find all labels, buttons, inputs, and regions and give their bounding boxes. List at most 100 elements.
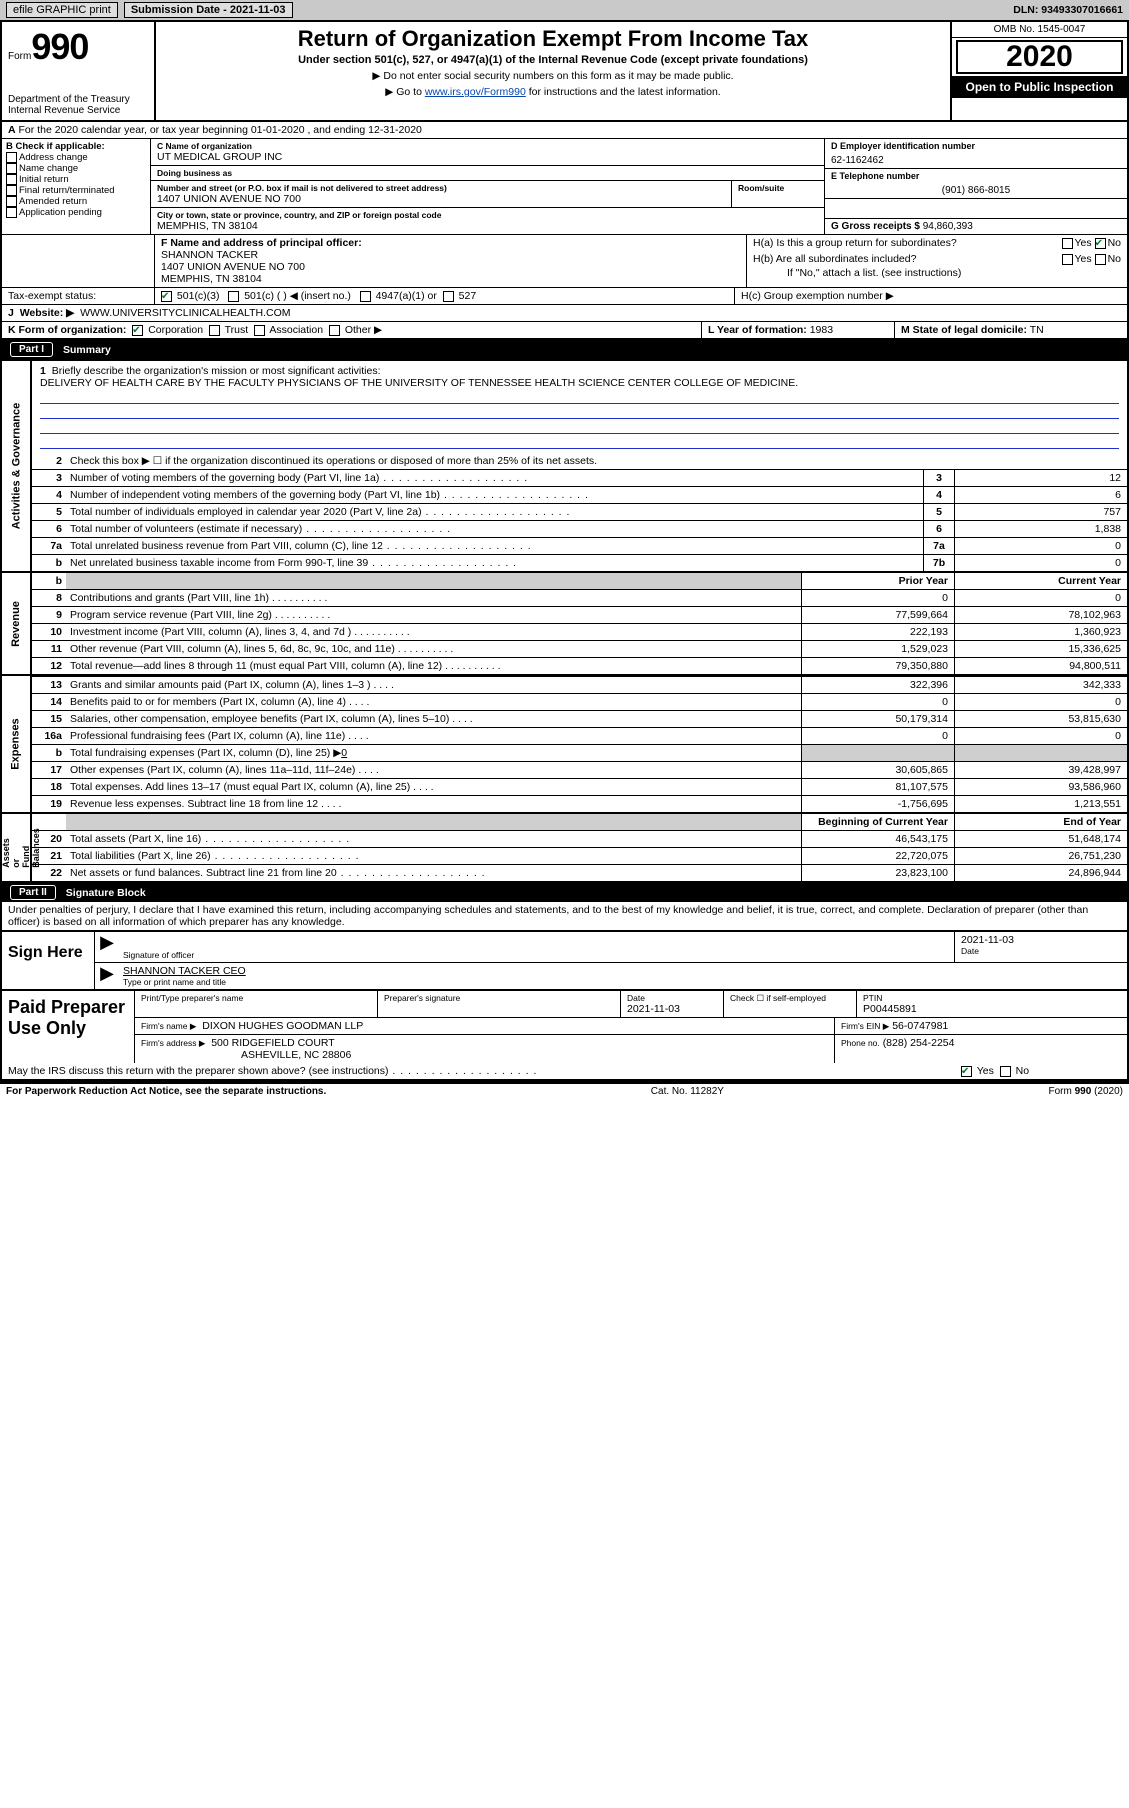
irs-discuss-no[interactable]	[1000, 1066, 1011, 1077]
h-a-no[interactable]	[1095, 238, 1106, 249]
header-middle: Return of Organization Exempt From Incom…	[156, 22, 950, 120]
h-b-note: If "No," attach a list. (see instruction…	[747, 267, 1127, 281]
side-net-assets: Net Assets or Fund Balances	[2, 814, 32, 881]
sig-date: 2021-11-03	[961, 934, 1121, 946]
table-row: 9Program service revenue (Part VIII, lin…	[32, 606, 1127, 623]
dba-label: Doing business as	[157, 168, 818, 178]
firm-ein: 56-0747981	[892, 1020, 948, 1032]
firm-addr1: 500 RIDGEFIELD COURT	[211, 1037, 335, 1049]
sig-date-label: Date	[961, 946, 1121, 956]
efile-topbar: efile GRAPHIC print Submission Date - 20…	[0, 0, 1129, 22]
h-a-label: H(a) Is this a group return for subordin…	[753, 237, 957, 249]
footer-right: Form 990 (2020)	[1049, 1086, 1123, 1097]
table-row: 21Total liabilities (Part X, line 26)22,…	[32, 847, 1127, 864]
table-row: bNet unrelated business taxable income f…	[32, 554, 1127, 571]
form-subtitle: Under section 501(c), 527, or 4947(a)(1)…	[164, 54, 942, 66]
chk-name-change[interactable]	[6, 163, 17, 174]
part-i-title: Summary	[63, 344, 111, 356]
form-number: 990	[31, 26, 88, 67]
sign-here-block: Sign Here ▶ Signature of officer 2021-11…	[2, 932, 1127, 989]
footer-left: For Paperwork Reduction Act Notice, see …	[6, 1086, 326, 1097]
tax-exempt-opts: 501(c)(3) 501(c) ( ) ◀ (insert no.) 4947…	[155, 288, 735, 304]
header-left: Form990 Department of the Treasury Inter…	[2, 22, 156, 120]
box-f: F Name and address of principal officer:…	[155, 235, 747, 287]
h-a-yes[interactable]	[1062, 238, 1073, 249]
firm-phone: (828) 254-2254	[883, 1037, 955, 1049]
table-row: 20Total assets (Part X, line 16)46,543,1…	[32, 830, 1127, 847]
perjury-statement: Under penalties of perjury, I declare th…	[2, 902, 1127, 932]
col-c: C Name of organization UT MEDICAL GROUP …	[151, 139, 824, 234]
sig-officer-label: Signature of officer	[123, 950, 950, 960]
chk-address-change[interactable]	[6, 152, 17, 163]
irs-discuss-yes[interactable]	[961, 1066, 972, 1077]
dln-label: DLN: 93493307016661	[1013, 4, 1123, 16]
chk-corp[interactable]	[132, 325, 143, 336]
h-b-no[interactable]	[1095, 254, 1106, 265]
efile-print-button[interactable]: efile GRAPHIC print	[6, 2, 118, 18]
row-tax-exempt: Tax-exempt status: 501(c)(3) 501(c) ( ) …	[2, 288, 1127, 305]
paid-preparer-label: Paid Preparer Use Only	[2, 991, 135, 1063]
officer-name-label: Type or print name and title	[123, 977, 1123, 987]
box-l: L Year of formation: 1983	[702, 322, 895, 338]
box-k: K Form of organization: Corporation Trus…	[2, 322, 702, 338]
chk-4947[interactable]	[360, 291, 371, 302]
section-net-assets: Net Assets or Fund Balances Beginning of…	[2, 812, 1127, 883]
sign-arrow-icon-2: ▶	[95, 963, 119, 989]
street-value: 1407 UNION AVENUE NO 700	[157, 193, 725, 205]
table-row: 17Other expenses (Part IX, column (A), l…	[32, 761, 1127, 778]
side-expenses: Expenses	[2, 676, 32, 812]
phone-value: (901) 866-8015	[831, 185, 1121, 196]
sign-here-label: Sign Here	[2, 932, 95, 989]
c-name-label: C Name of organization	[157, 141, 818, 151]
table-row: 18Total expenses. Add lines 13–17 (must …	[32, 778, 1127, 795]
row-a-period: A For the 2020 calendar year, or tax yea…	[2, 122, 1127, 139]
firm-name: DIXON HUGHES GOODMAN LLP	[202, 1020, 363, 1032]
chk-final-return[interactable]	[6, 185, 17, 196]
irs-link[interactable]: www.irs.gov/Form990	[425, 86, 526, 98]
side-revenue: Revenue	[2, 573, 32, 674]
chk-other[interactable]	[329, 325, 340, 336]
part-ii-header: Part II Signature Block	[2, 883, 1127, 902]
part-ii-tab: Part II	[10, 885, 56, 900]
chk-501c3[interactable]	[161, 291, 172, 302]
line-2: Check this box ▶ ☐ if the organization d…	[66, 453, 1127, 469]
section-revenue: Revenue b Prior Year Current Year 8Contr…	[2, 571, 1127, 674]
section-activities: Activities & Governance 1 Briefly descri…	[2, 359, 1127, 571]
tax-year: 2020	[956, 40, 1123, 74]
table-row: 10Investment income (Part VIII, column (…	[32, 623, 1127, 640]
table-row: 8Contributions and grants (Part VIII, li…	[32, 589, 1127, 606]
col-current-year: Current Year	[954, 573, 1127, 589]
chk-amended[interactable]	[6, 196, 17, 207]
chk-app-pending[interactable]	[6, 207, 17, 218]
submission-date-button[interactable]: Submission Date - 2021-11-03	[124, 2, 293, 18]
chk-assoc[interactable]	[254, 325, 265, 336]
row-klm: K Form of organization: Corporation Trus…	[2, 322, 1127, 340]
box-h: H(a) Is this a group return for subordin…	[747, 235, 1127, 287]
chk-initial-return[interactable]	[6, 174, 17, 185]
irs-discuss-row: May the IRS discuss this return with the…	[2, 1063, 1127, 1081]
table-row: 6Total number of volunteers (estimate if…	[32, 520, 1127, 537]
chk-527[interactable]	[443, 291, 454, 302]
chk-501c[interactable]	[228, 291, 239, 302]
org-name: UT MEDICAL GROUP INC	[157, 151, 818, 163]
box-b-label: B Check if applicable:	[6, 141, 146, 152]
table-row: 16aProfessional fundraising fees (Part I…	[32, 727, 1127, 744]
table-row: 15Salaries, other compensation, employee…	[32, 710, 1127, 727]
chk-trust[interactable]	[209, 325, 220, 336]
officer-addr2: MEMPHIS, TN 38104	[161, 273, 740, 285]
h-b-yes[interactable]	[1062, 254, 1073, 265]
website-value: WWW.UNIVERSITYCLINICALHEALTH.COM	[80, 307, 290, 319]
table-row: 11Other revenue (Part VIII, column (A), …	[32, 640, 1127, 657]
form-title: Return of Organization Exempt From Incom…	[164, 26, 942, 52]
city-label: City or town, state or province, country…	[157, 210, 818, 220]
part-i-header: Part I Summary	[2, 340, 1127, 359]
part-i-tab: Part I	[10, 342, 53, 357]
part-ii-title: Signature Block	[66, 887, 146, 899]
form-note-1: ▶ Do not enter social security numbers o…	[164, 70, 942, 82]
gross-value: 94,860,393	[923, 221, 973, 232]
street-label: Number and street (or P.O. box if mail i…	[157, 183, 725, 193]
box-m: M State of legal domicile: TN	[895, 322, 1127, 338]
block-bcdeg: B Check if applicable: Address change Na…	[2, 139, 1127, 235]
form-header: Form990 Department of the Treasury Inter…	[2, 22, 1127, 122]
table-row: 22Net assets or fund balances. Subtract …	[32, 864, 1127, 881]
